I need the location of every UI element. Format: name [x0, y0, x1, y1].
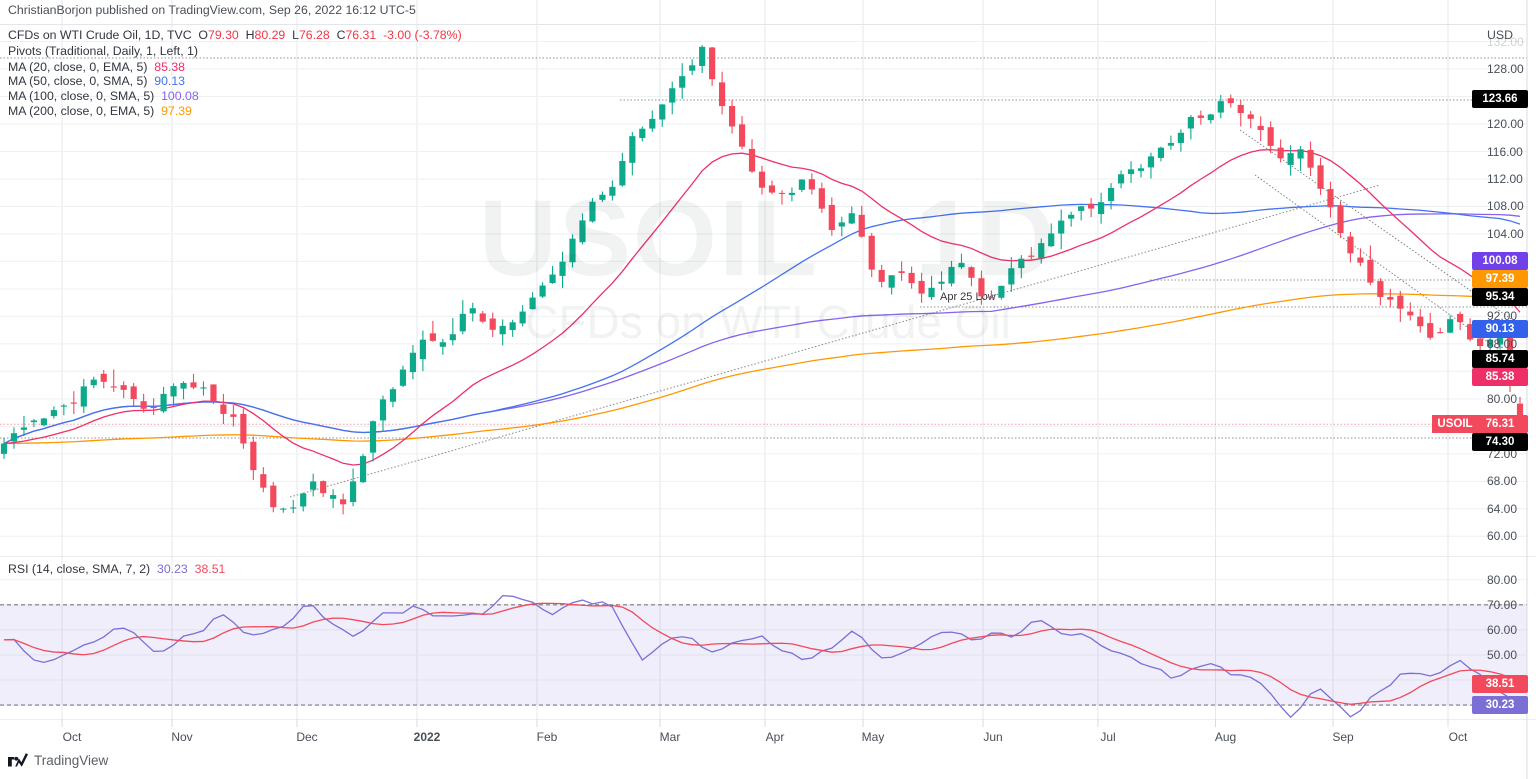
- svg-text:Apr 25 Low: Apr 25 Low: [940, 291, 996, 303]
